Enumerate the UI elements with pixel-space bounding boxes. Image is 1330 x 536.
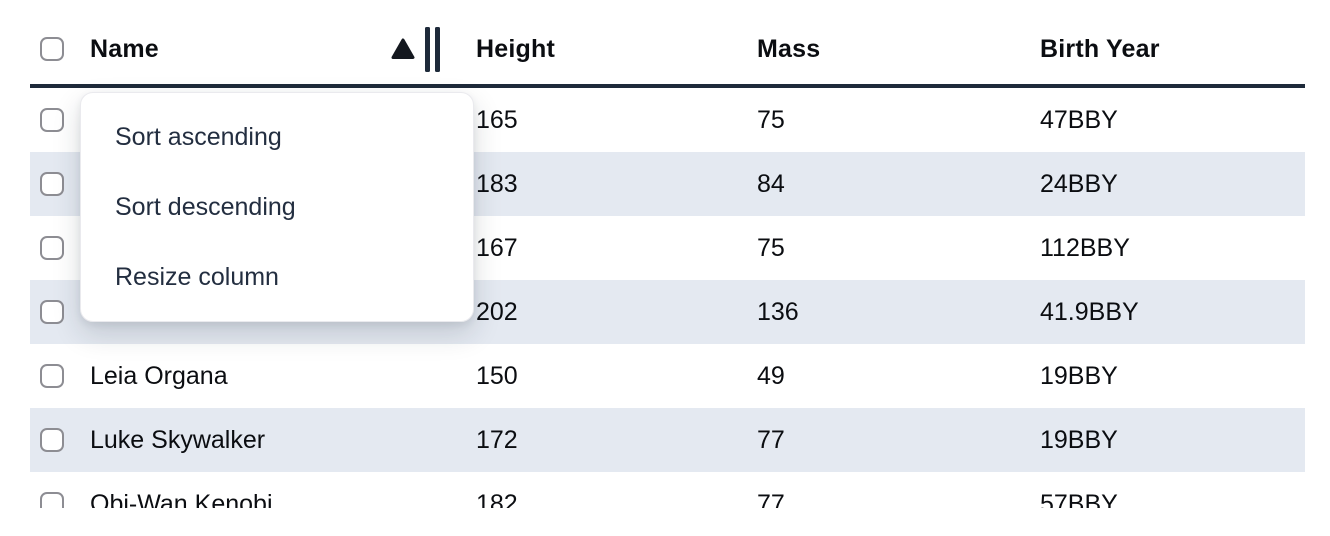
birth-year-cell: 24BBY xyxy=(1040,170,1305,199)
cell-height: 165 xyxy=(476,105,518,134)
mass-cell: 84 xyxy=(757,170,1040,199)
table-row[interactable]: Luke Skywalker 172 77 19BBY xyxy=(30,408,1305,472)
mass-cell: 77 xyxy=(757,426,1040,455)
row-select-cell xyxy=(30,172,90,196)
header-select-cell xyxy=(30,37,90,61)
menu-item-resize-column[interactable]: Resize column xyxy=(115,262,279,291)
name-cell: Luke Skywalker xyxy=(90,426,476,455)
height-cell: 182 xyxy=(476,490,757,509)
cell-name: Luke Skywalker xyxy=(90,425,266,454)
column-resize-handle[interactable] xyxy=(425,26,440,72)
cell-birth-year: 24BBY xyxy=(1040,169,1118,198)
cell-height: 167 xyxy=(476,233,518,262)
cell-birth-year: 57BBY xyxy=(1040,489,1118,509)
height-cell: 183 xyxy=(476,170,757,199)
column-context-menu: Sort ascending Sort descending Resize co… xyxy=(80,92,474,322)
mass-cell: 136 xyxy=(757,298,1040,327)
select-all-checkbox[interactable] xyxy=(40,37,64,61)
cell-mass: 84 xyxy=(757,169,785,198)
birth-year-cell: 19BBY xyxy=(1040,362,1305,391)
row-checkbox[interactable] xyxy=(40,108,64,132)
row-select-cell xyxy=(30,364,90,388)
height-cell: 172 xyxy=(476,426,757,455)
name-cell: Obi-Wan Kenobi xyxy=(90,490,476,509)
height-cell: 202 xyxy=(476,298,757,327)
sort-ascending-icon xyxy=(391,38,415,60)
cell-mass: 75 xyxy=(757,233,785,262)
row-select-cell xyxy=(30,492,90,508)
row-checkbox[interactable] xyxy=(40,172,64,196)
mass-cell: 77 xyxy=(757,490,1040,509)
table-row[interactable]: Leia Organa 150 49 19BBY xyxy=(30,344,1305,408)
row-checkbox[interactable] xyxy=(40,428,64,452)
mass-cell: 75 xyxy=(757,106,1040,135)
cell-birth-year: 112BBY xyxy=(1040,233,1130,262)
height-cell: 167 xyxy=(476,234,757,263)
name-cell: Leia Organa xyxy=(90,362,476,391)
cell-name: Leia Organa xyxy=(90,361,228,390)
cell-mass: 75 xyxy=(757,105,785,134)
cell-height: 172 xyxy=(476,425,518,454)
birth-year-cell: 57BBY xyxy=(1040,490,1305,509)
cell-mass: 77 xyxy=(757,425,785,454)
column-header-mass[interactable]: Mass xyxy=(757,34,821,63)
cell-mass: 49 xyxy=(757,361,785,390)
height-cell: 165 xyxy=(476,106,757,135)
cell-height: 183 xyxy=(476,169,518,198)
row-checkbox[interactable] xyxy=(40,364,64,388)
cell-height: 182 xyxy=(476,489,518,509)
column-header-height[interactable]: Height xyxy=(476,34,555,63)
cell-birth-year: 41.9BBY xyxy=(1040,297,1139,326)
table-header-row: Name Height Mass Birth Year xyxy=(30,0,1305,88)
row-checkbox[interactable] xyxy=(40,492,64,508)
table-row[interactable]: Obi-Wan Kenobi 182 77 57BBY xyxy=(30,472,1305,508)
cell-birth-year: 19BBY xyxy=(1040,361,1118,390)
row-checkbox[interactable] xyxy=(40,300,64,324)
row-select-cell xyxy=(30,108,90,132)
mass-cell: 75 xyxy=(757,234,1040,263)
height-cell: 150 xyxy=(476,362,757,391)
row-select-cell xyxy=(30,428,90,452)
cell-mass: 77 xyxy=(757,489,785,509)
column-header-name-label: Name xyxy=(90,34,159,63)
cell-name: Obi-Wan Kenobi xyxy=(90,489,273,509)
cell-height: 202 xyxy=(476,297,518,326)
menu-item-sort-ascending[interactable]: Sort ascending xyxy=(115,122,282,151)
birth-year-cell: 47BBY xyxy=(1040,106,1305,135)
cell-mass: 136 xyxy=(757,297,799,326)
cell-height: 150 xyxy=(476,361,518,390)
birth-year-cell: 41.9BBY xyxy=(1040,298,1305,327)
birth-year-cell: 19BBY xyxy=(1040,426,1305,455)
row-select-cell xyxy=(30,236,90,260)
birth-year-cell: 112BBY xyxy=(1040,234,1305,263)
row-select-cell xyxy=(30,300,90,324)
column-header-name[interactable]: Name xyxy=(90,26,476,72)
mass-cell: 49 xyxy=(757,362,1040,391)
row-checkbox[interactable] xyxy=(40,236,64,260)
menu-item-sort-descending[interactable]: Sort descending xyxy=(115,192,296,221)
cell-birth-year: 19BBY xyxy=(1040,425,1118,454)
column-header-birth-year[interactable]: Birth Year xyxy=(1040,34,1160,63)
cell-birth-year: 47BBY xyxy=(1040,105,1118,134)
